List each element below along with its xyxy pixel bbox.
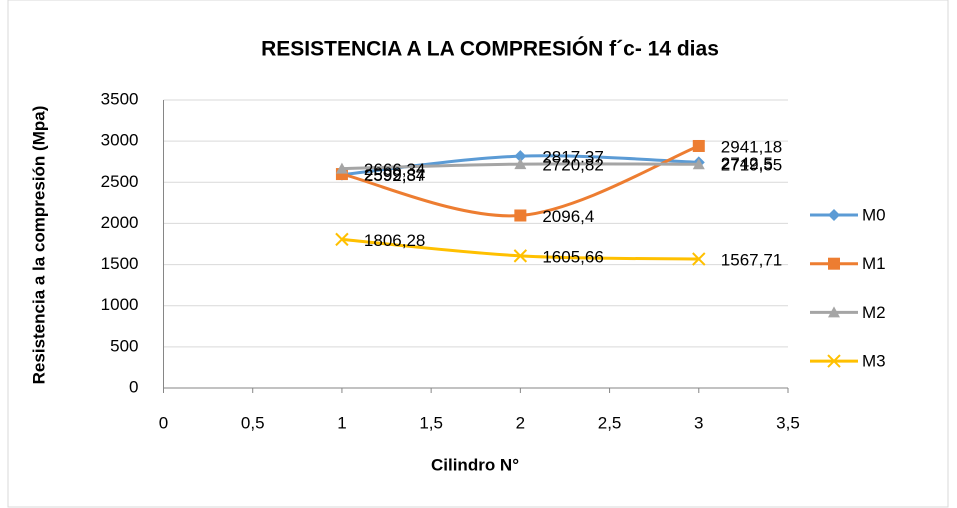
- x-tick-label: 1,5: [419, 413, 443, 432]
- marker: [514, 209, 527, 222]
- marker: [828, 306, 840, 318]
- data-label: 2599,84: [364, 166, 425, 185]
- legend-label: M2: [862, 303, 886, 322]
- legend-label: M3: [862, 352, 886, 371]
- marker: [335, 162, 348, 174]
- data-label: 2666,34: [364, 160, 425, 179]
- data-label: 1605,66: [542, 247, 603, 266]
- x-axis-label: Cilindro N°: [431, 455, 519, 474]
- data-label: 2817,37: [542, 148, 603, 167]
- y-tick-label: 1000: [101, 295, 139, 314]
- x-tick-label: 0: [159, 413, 168, 432]
- marker: [692, 252, 706, 266]
- y-tick-label: 3000: [101, 131, 139, 150]
- marker: [514, 158, 527, 170]
- legend-label: M1: [862, 254, 886, 273]
- y-tick-label: 2000: [101, 213, 139, 232]
- marker: [828, 257, 840, 270]
- data-label: 2742,5: [721, 154, 773, 173]
- data-label: 2941,18: [721, 137, 782, 156]
- data-label: 2096,4: [542, 207, 594, 226]
- data-label: 2592,37: [364, 166, 425, 185]
- x-tick-label: 1: [337, 413, 346, 432]
- legend-label: M0: [862, 205, 886, 224]
- x-tick-label: 2: [516, 413, 525, 432]
- y-tick-label: 500: [110, 336, 138, 355]
- x-tick-label: 0,5: [241, 413, 265, 432]
- marker: [514, 150, 527, 163]
- y-axis-label: Resistencia a la compresión (Mpa): [29, 106, 48, 385]
- marker: [335, 232, 349, 247]
- y-tick-label: 0: [129, 377, 138, 396]
- y-tick-label: 1500: [101, 254, 139, 273]
- x-tick-label: 3,5: [776, 413, 800, 432]
- data-label: 1567,71: [721, 250, 782, 269]
- y-tick-label: 2500: [101, 172, 139, 191]
- marker: [513, 249, 528, 263]
- x-tick-label: 3: [694, 413, 703, 432]
- data-label: 1806,28: [364, 231, 425, 250]
- marker: [692, 139, 705, 152]
- marker: [827, 354, 841, 368]
- y-tick-label: 3500: [101, 89, 139, 108]
- chart-title: RESISTENCIA A LA COMPRESIÓN f´c- 14 dias: [261, 37, 719, 61]
- data-label: 2719,55: [721, 156, 782, 175]
- marker: [692, 158, 705, 170]
- x-tick-label: 2,5: [598, 413, 622, 432]
- data-label: 2720,82: [542, 156, 603, 175]
- marker: [828, 209, 840, 221]
